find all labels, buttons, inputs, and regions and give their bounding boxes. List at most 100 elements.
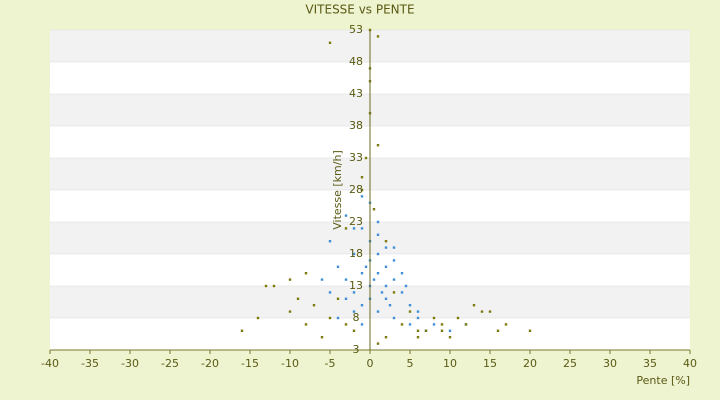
y-tick-label: 53 — [349, 23, 363, 36]
point — [352, 227, 356, 230]
point — [344, 323, 348, 326]
y-tick-label: 38 — [349, 119, 363, 132]
point — [304, 323, 308, 326]
y-tick-label: 28 — [349, 183, 363, 196]
point — [376, 272, 380, 275]
point — [256, 316, 260, 320]
point — [352, 291, 356, 294]
point — [480, 310, 484, 313]
x-axis-label: Pente [%] — [636, 374, 690, 387]
point — [328, 41, 332, 44]
point — [376, 233, 380, 236]
point — [376, 220, 380, 224]
x-tick-label: 0 — [367, 357, 374, 370]
point — [408, 304, 412, 307]
y-tick-label: 23 — [349, 215, 363, 228]
point — [432, 323, 436, 326]
point — [344, 278, 348, 281]
point — [372, 278, 376, 281]
chart-title: VITESSE vs PENTE — [305, 3, 414, 17]
point — [328, 291, 332, 294]
point — [304, 272, 308, 275]
point — [328, 316, 332, 320]
x-tick-label: -35 — [81, 357, 99, 370]
point — [352, 252, 356, 256]
point — [400, 272, 404, 275]
point — [376, 252, 380, 256]
point — [320, 278, 324, 281]
point — [504, 323, 508, 326]
point — [360, 323, 364, 326]
point — [528, 329, 532, 332]
y-tick-label: 8 — [353, 311, 360, 324]
point — [264, 284, 268, 288]
x-tick-label: -15 — [241, 357, 259, 370]
point — [376, 342, 380, 345]
y-tick-label: 18 — [349, 247, 363, 260]
y-tick-label: 13 — [349, 279, 363, 292]
x-tick-label: 30 — [603, 357, 617, 370]
point — [376, 144, 380, 147]
x-tick-label: -25 — [161, 357, 179, 370]
point — [488, 310, 492, 313]
point — [392, 259, 396, 262]
y-tick-label: 48 — [349, 55, 363, 68]
point — [360, 227, 364, 230]
x-tick-label: -30 — [121, 357, 139, 370]
x-tick-label: -40 — [41, 357, 59, 370]
point — [392, 278, 396, 281]
y-tick-label: 3 — [353, 343, 360, 356]
x-tick-label: 35 — [643, 357, 657, 370]
point — [288, 310, 292, 313]
point — [360, 304, 364, 307]
point — [400, 323, 404, 326]
point — [384, 246, 388, 249]
point — [404, 284, 408, 288]
point — [344, 227, 348, 230]
y-tick-label: 43 — [349, 87, 363, 100]
x-tick-label: -10 — [281, 357, 299, 370]
point — [392, 316, 396, 320]
point — [344, 297, 348, 300]
point — [344, 214, 348, 217]
point — [448, 329, 452, 332]
point — [416, 310, 420, 313]
point — [384, 265, 388, 268]
point — [312, 304, 316, 307]
point — [392, 246, 396, 249]
x-tick-label: 20 — [523, 357, 537, 370]
y-tick-label: 33 — [349, 151, 363, 164]
point — [320, 336, 324, 339]
point — [440, 329, 444, 332]
point — [288, 278, 292, 281]
point — [496, 329, 500, 332]
point — [352, 310, 356, 313]
point — [432, 316, 436, 320]
point — [472, 304, 476, 307]
point — [384, 240, 388, 243]
point — [408, 310, 412, 313]
point — [352, 329, 356, 332]
point — [376, 310, 380, 313]
point — [388, 304, 392, 307]
point — [336, 297, 340, 300]
x-tick-label: 15 — [483, 357, 497, 370]
x-tick-label: 10 — [443, 357, 457, 370]
point — [380, 291, 384, 294]
point — [364, 156, 368, 160]
point — [272, 284, 276, 288]
point — [416, 316, 420, 320]
point — [392, 291, 396, 294]
point — [360, 195, 364, 198]
point — [384, 336, 388, 339]
point — [384, 297, 388, 300]
point — [400, 291, 404, 294]
point — [440, 323, 444, 326]
point — [456, 316, 460, 320]
x-tick-label: -20 — [201, 357, 219, 370]
point — [384, 284, 388, 288]
x-tick-label: -5 — [325, 357, 336, 370]
point — [364, 265, 368, 268]
point — [360, 176, 364, 179]
